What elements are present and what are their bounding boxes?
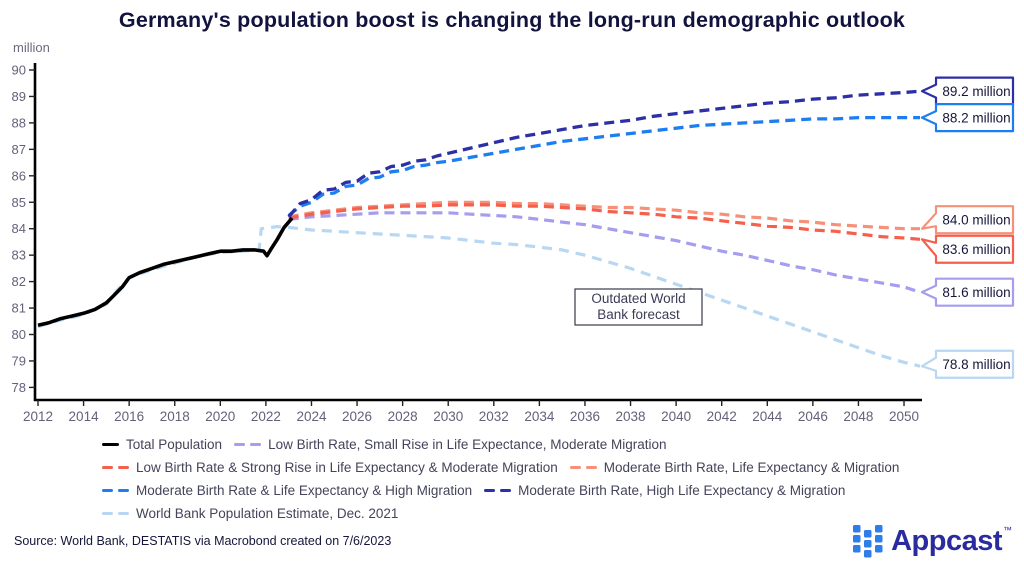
end-label-callout-81-6-million: 81.6 million [920, 277, 1015, 307]
legend-row: Moderate Birth Rate & Life Expectancy & … [102, 479, 911, 502]
legend-row: Total Population Low Birth Rate, Small Ri… [102, 433, 911, 456]
end-label-callout-83-6-million: 83.6 million [920, 234, 1015, 264]
callout-bubble [920, 349, 1015, 379]
chart-legend: Total Population Low Birth Rate, Small Ri… [102, 433, 911, 525]
legend-item: Low Birth Rate, Small Rise in Life Expec… [234, 437, 667, 452]
series-line-moderate-birth-rate-life-expectancy-high-migration [287, 115, 920, 217]
end-label-text: 88.2 million [942, 110, 1010, 125]
appcast-logo: Appcast ™ [853, 523, 1012, 559]
legend-item: World Bank Population Estimate, Dec. 202… [102, 506, 398, 521]
legend-item: Total Population [102, 437, 222, 452]
series-line-low-birth-rate-strong-rise-in-life-expectancy-moderate-migration [288, 203, 921, 241]
axis-lines [33, 63, 922, 402]
legend-item: Low Birth Rate & Strong Rise in Life Exp… [102, 460, 558, 475]
callout-bubble [920, 76, 1015, 106]
end-label-callout-88-2-million: 88.2 million [920, 103, 1015, 133]
callout-bubble [920, 205, 1015, 235]
legend-label: Low Birth Rate & Strong Rise in Life Exp… [136, 460, 558, 475]
legend-row: Low Birth Rate & Strong Rise in Life Exp… [102, 456, 911, 479]
end-label-text: 89.2 million [942, 84, 1010, 99]
x-tick-label: 2044 [752, 409, 783, 424]
legend-label: Low Birth Rate, Small Rise in Life Expec… [268, 437, 667, 452]
y-tick-label: 85 [12, 195, 26, 210]
y-tick-label: 88 [12, 115, 26, 130]
y-tick-label: 78 [12, 380, 26, 395]
x-tick-label: 2028 [388, 409, 418, 424]
annotation-text-line: Bank forecast [597, 307, 680, 322]
y-tick-label: 87 [12, 142, 26, 157]
x-tick-label: 2016 [114, 409, 144, 424]
series-line-moderate-birth-rate-life-expectancy-migration [288, 200, 920, 231]
y-tick-label: 82 [12, 274, 26, 289]
source-note: Source: World Bank, DESTATIS via Macrobo… [14, 534, 392, 548]
appcast-wordmark: Appcast [891, 524, 1002, 557]
legend-dashed-line-swatch [234, 442, 262, 447]
series-line-world-bank-population-estimate-dec-2021 [37, 225, 921, 368]
y-tick-label: 79 [12, 353, 26, 368]
x-tick-label: 2034 [524, 409, 555, 424]
x-tick-label: 2020 [205, 409, 235, 424]
y-tick-label: 86 [12, 168, 26, 183]
end-label-text: 84.0 million [942, 213, 1010, 228]
legend-dashed-line-swatch [102, 511, 129, 516]
x-tick-label: 2022 [251, 409, 281, 424]
x-tick-label: 2014 [69, 409, 100, 424]
x-tick-label: 2012 [23, 409, 53, 424]
legend-label: Moderate Birth Rate, High Life Expectanc… [518, 483, 846, 498]
y-tick-label: 83 [12, 248, 26, 263]
legend-solid-line-swatch [102, 442, 119, 447]
x-tick-label: 2024 [296, 409, 327, 424]
legend-dashed-line-swatch [102, 465, 129, 470]
annotation-box [574, 288, 703, 326]
callout-bubble [920, 234, 1015, 264]
legend-label: Total Population [126, 437, 223, 452]
x-tick-label: 2026 [342, 409, 372, 424]
x-tick-label: 2042 [707, 409, 737, 424]
legend-item: Moderate Birth Rate, High Life Expectanc… [484, 483, 845, 498]
x-tick-label: 2032 [479, 409, 509, 424]
legend-label: Moderate Birth Rate, Life Expectancy & M… [603, 460, 900, 475]
callout-bubble [920, 103, 1015, 133]
end-label-text: 78.8 million [942, 357, 1010, 372]
legend-item: Moderate Birth Rate & Life Expectancy & … [102, 483, 472, 498]
legend-dashed-line-swatch [102, 488, 129, 493]
appcast-logo-icon [853, 525, 883, 558]
x-tick-label: 2050 [889, 409, 919, 424]
legend-dashed-line-swatch [569, 465, 597, 470]
callout-bubble [920, 277, 1015, 307]
end-label-callout-78-8-million: 78.8 million [920, 349, 1015, 379]
x-tick-label: 2030 [433, 409, 463, 424]
y-tick-label: 90 [12, 63, 26, 78]
y-tick-label: 84 [12, 221, 26, 236]
series-line-total-population [37, 216, 294, 327]
trademark-symbol: ™ [1003, 525, 1012, 535]
x-tick-label: 2018 [160, 409, 190, 424]
legend-label: World Bank Population Estimate, Dec. 202… [136, 506, 399, 521]
end-label-callout-89-2-million: 89.2 million [920, 76, 1015, 106]
legend-row: World Bank Population Estimate, Dec. 202… [102, 502, 911, 525]
chart-title: Germany's population boost is changing t… [118, 8, 906, 32]
x-tick-label: 2048 [843, 409, 873, 424]
y-tick-label: 81 [12, 301, 26, 316]
y-tick-label: 80 [12, 327, 26, 342]
x-tick-label: 2036 [570, 409, 600, 424]
end-label-text: 81.6 million [942, 285, 1010, 300]
end-label-callout-84-0-million: 84.0 million [920, 205, 1015, 235]
end-label-text: 83.6 million [942, 242, 1010, 257]
x-tick-label: 2040 [661, 409, 691, 424]
y-axis-unit-label: million [13, 40, 50, 55]
legend-dashed-line-swatch [484, 488, 512, 493]
x-tick-label: 2038 [616, 409, 646, 424]
series-line-low-birth-rate-small-rise-in-life-expectance-moderate-migration [288, 211, 921, 294]
y-tick-label: 89 [12, 89, 26, 104]
annotation-text-line: Outdated World [591, 291, 685, 306]
legend-label: Moderate Birth Rate & Life Expectancy & … [136, 483, 473, 498]
x-tick-label: 2046 [798, 409, 828, 424]
population-line-chart: 90 89 88 87 86 85 84 83 82 81 80 79 78 2012 2014 2016 20… [12, 63, 1015, 424]
legend-item: Moderate Birth Rate, Life Expectancy & M… [569, 460, 900, 475]
chart-footer: Source: World Bank, DESTATIS via Macrobo… [0, 523, 1024, 563]
series-line-moderate-birth-rate-high-life-expectancy-migration [287, 89, 921, 218]
